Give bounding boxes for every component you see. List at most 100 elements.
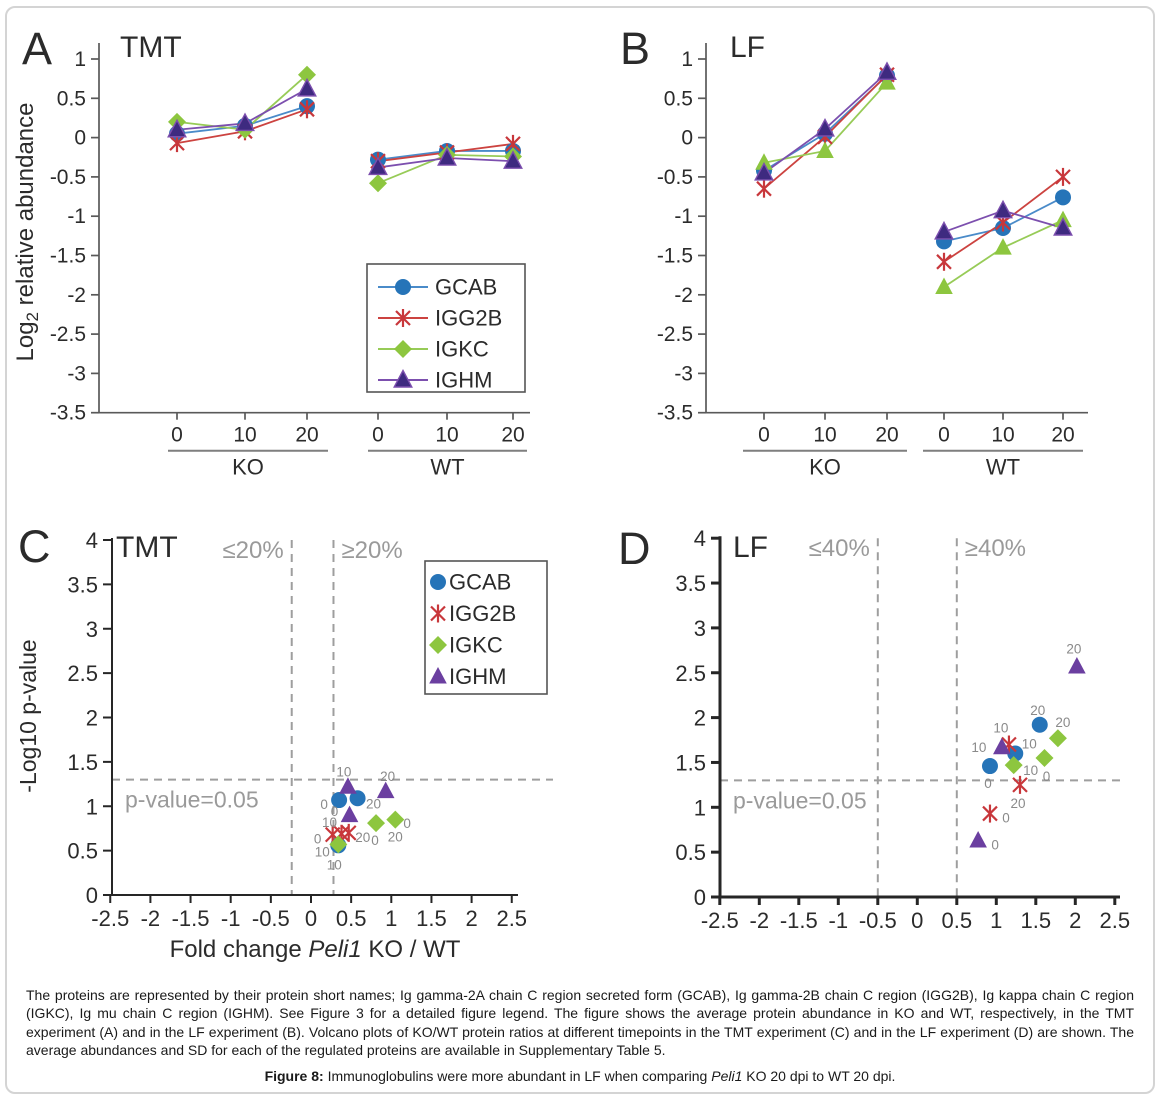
x-tick-label: 0.5: [942, 908, 973, 933]
x-axis-title: Fold change Peli1 KO / WT: [170, 936, 461, 963]
y-tick-label: 3.5: [675, 571, 706, 596]
group-label: WT: [430, 455, 464, 480]
data-point-asterisk: [395, 309, 411, 327]
x-tick-label: -2.5: [91, 906, 129, 931]
legend-label: IGKC: [449, 633, 503, 658]
data-point-triangle: [754, 161, 774, 181]
x-tick-label: 1.5: [1021, 908, 1052, 933]
panel-title: TMT: [120, 31, 182, 64]
axes: [698, 43, 1088, 420]
x-tick-label: 0: [911, 908, 923, 933]
y-tick-label: 0.5: [664, 87, 693, 110]
axes: [91, 43, 530, 420]
x-tick-label: -1.5: [780, 908, 818, 933]
y-tick-label: 1.5: [675, 750, 706, 775]
x-tick-label: 10: [435, 424, 458, 447]
data-point-circle: [430, 574, 446, 590]
legend-label: IGHM: [449, 664, 506, 689]
data-point-diamond: [298, 65, 316, 84]
data-point-circle: [1031, 716, 1048, 733]
left-threshold-label: ≤40%: [809, 535, 870, 562]
y-tick-label: -3.5: [657, 402, 693, 425]
y-tick-label: 1.5: [67, 750, 98, 775]
y-tick-label: -1.5: [657, 245, 693, 268]
panel-letter: B: [620, 23, 650, 74]
x-tick-label: 2: [465, 906, 477, 931]
figure-caption-text-post: KO 20 dpi to WT 20 dpi.: [742, 1067, 896, 1084]
figure-caption-title: Figure 8: Immunoglobulins were more abun…: [26, 1067, 1134, 1085]
data-point-asterisk: [756, 179, 772, 198]
panel-title: LF: [730, 31, 765, 64]
group-label: KO: [232, 455, 264, 480]
legend: GCAB IGG2B IGKC IGHM: [424, 560, 548, 695]
data-point-asterisk: [299, 100, 315, 119]
y-tick-label: 3: [86, 617, 98, 642]
x-tick-label: 0.5: [336, 906, 367, 931]
y-tick-label: 2: [86, 706, 98, 731]
data-point-triangle: [437, 147, 457, 166]
y-tick-label: 0.5: [67, 839, 98, 864]
y-tick-label: 1: [74, 48, 86, 71]
series-IGHM-markers: [167, 77, 523, 176]
x-tick-label: 0: [758, 424, 770, 447]
point-label: 20: [1030, 703, 1045, 718]
data-point-triangle: [877, 61, 897, 81]
data-point-triangle: [376, 781, 395, 799]
panel-c-volcano-chart: C TMT-Log10 p-value≤20% ≥20%p-value=0.0500…: [15, 521, 553, 963]
legend-label: IGG2B: [435, 306, 502, 331]
x-tick-label: 0: [171, 424, 183, 447]
data-point-triangle: [235, 112, 255, 132]
figure-number-label: Figure 8:: [264, 1067, 324, 1084]
figure-caption-body: The proteins are represented by their pr…: [26, 987, 1134, 1059]
point-label: 0: [991, 837, 999, 852]
data-point-circle: [981, 758, 998, 775]
point-label: 0: [314, 832, 322, 847]
legend-label: IGKC: [435, 337, 489, 362]
data-point-triangle: [340, 805, 359, 823]
point-label: 20: [380, 769, 395, 784]
series-GCAB-markers: [756, 67, 1071, 250]
series-IGKC-markers: [755, 73, 1072, 294]
data-point-triangle: [878, 73, 896, 90]
point-label: 20: [366, 796, 381, 811]
data-point-circle: [1055, 189, 1071, 206]
right-threshold-label: ≥20%: [341, 537, 402, 564]
y-tick-label: -3.5: [50, 402, 86, 425]
figure-caption-italic-gene: Peli1: [711, 1067, 743, 1084]
axes: [103, 538, 518, 903]
data-point-asterisk: [982, 804, 998, 823]
data-point-triangle: [167, 118, 187, 138]
x-tick-label: 0: [938, 424, 950, 447]
data-point-diamond: [1004, 756, 1023, 775]
series-IGHM-points: [969, 656, 1086, 848]
data-point-circle: [331, 792, 348, 809]
data-point-triangle: [503, 150, 523, 169]
series-GCAB-markers: [169, 98, 521, 168]
y-tick-label: -1.5: [50, 245, 86, 268]
data-point-diamond: [429, 636, 447, 654]
y-tick-label: -2.5: [50, 323, 86, 346]
data-point-circle: [349, 790, 366, 807]
x-tick-label: 1: [990, 908, 1002, 933]
x-tick-label: -1: [221, 906, 241, 931]
y-tick-label: -0.5: [657, 166, 693, 189]
data-point-triangle: [1053, 217, 1073, 236]
y-tick-label: -3: [674, 362, 693, 385]
point-label: 10: [1022, 736, 1037, 751]
point-label: 10: [336, 765, 351, 780]
point-label: 0: [984, 776, 992, 791]
data-point-asterisk: [1012, 775, 1028, 794]
x-tick-label: 1: [385, 906, 397, 931]
x-tick-label: 20: [1051, 424, 1074, 447]
data-point-triangle: [993, 199, 1013, 219]
point-label: 0: [1002, 811, 1010, 826]
legend-label: IGG2B: [449, 601, 516, 626]
x-tick-label: 2.5: [1100, 908, 1131, 933]
point-label: 10: [971, 740, 986, 755]
x-tick-label: -0.5: [859, 908, 897, 933]
point-label: 20: [1066, 641, 1081, 656]
data-point-asterisk: [936, 252, 952, 271]
y-tick-label: 0: [74, 127, 86, 150]
p-value-label: p-value=0.05: [733, 787, 867, 813]
point-label: 10: [993, 721, 1008, 736]
